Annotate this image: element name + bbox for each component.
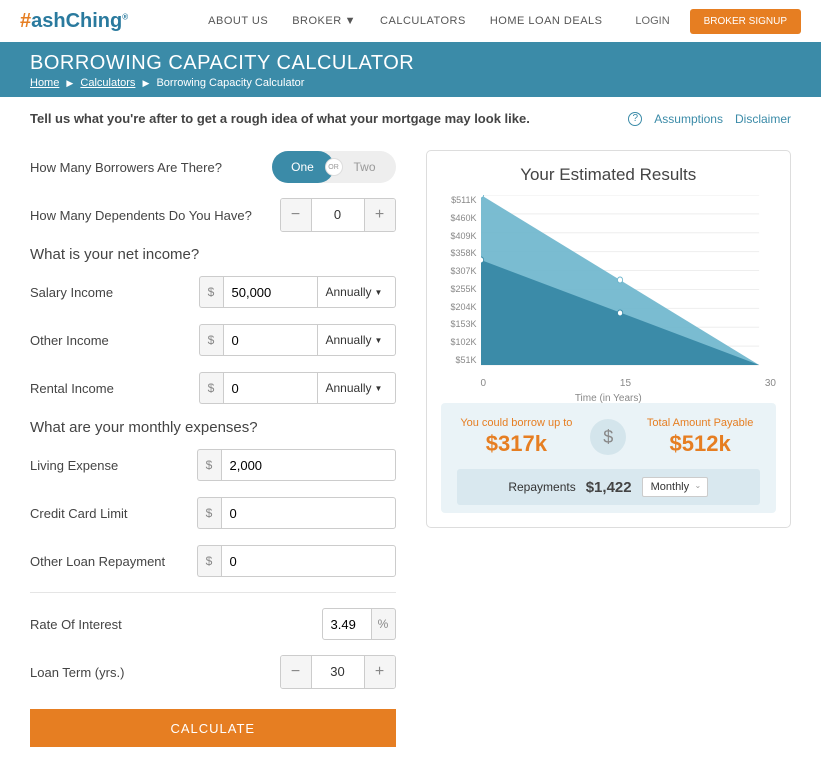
broker-signup-button[interactable]: BROKER SIGNUP <box>690 9 801 34</box>
chevron-down-icon: ▼ <box>345 15 356 27</box>
borrowers-toggle[interactable]: One OR Two <box>272 151 396 183</box>
plus-button[interactable]: + <box>365 656 395 688</box>
payable-value: $512k <box>640 431 760 457</box>
salary-freq-select[interactable]: Annually▼ <box>318 276 396 308</box>
dollar-icon: $ <box>199 324 223 356</box>
percent-icon: % <box>372 608 396 640</box>
minus-button[interactable]: − <box>281 199 311 231</box>
breadcrumb-calculators[interactable]: Calculators <box>80 77 135 89</box>
breadcrumb: Home ▶ Calculators ▶ Borrowing Capacity … <box>30 77 791 89</box>
living-label: Living Expense <box>30 458 118 473</box>
toggle-two[interactable]: Two <box>334 160 396 174</box>
dollar-icon: $ <box>199 276 223 308</box>
rental-input[interactable] <box>223 372 318 404</box>
other-loan-input[interactable] <box>221 545 396 577</box>
borrowers-label: How Many Borrowers Are There? <box>30 160 222 175</box>
dollar-icon: $ <box>199 372 223 404</box>
dependents-value: 0 <box>311 199 365 231</box>
x-axis-label: Time (in Years) <box>441 393 777 404</box>
minus-button[interactable]: − <box>281 656 311 688</box>
nav-calculators[interactable]: CALCULATORS <box>380 15 466 27</box>
payable-label: Total Amount Payable <box>640 417 760 429</box>
nav-about[interactable]: ABOUT US <box>208 15 268 27</box>
dollar-icon: $ <box>197 449 221 481</box>
plus-button[interactable]: + <box>365 199 395 231</box>
term-value: 30 <box>311 656 365 688</box>
repay-value: $1,422 <box>586 479 632 496</box>
living-input[interactable] <box>221 449 396 481</box>
breadcrumb-home[interactable]: Home <box>30 77 59 89</box>
rate-input[interactable] <box>322 608 372 640</box>
results-panel: Your Estimated Results $511K$460K$409K$3… <box>426 150 792 528</box>
nav-deals[interactable]: HOME LOAN DEALS <box>490 15 603 27</box>
dollar-circle-icon: $ <box>590 419 626 455</box>
cc-label: Credit Card Limit <box>30 506 128 521</box>
nav-broker[interactable]: BROKER▼ <box>292 15 356 27</box>
expenses-heading: What are your monthly expenses? <box>30 419 396 436</box>
results-chart: $511K$460K$409K$358K$307K$255K$204K$153K… <box>441 195 777 395</box>
other-income-input[interactable] <box>223 324 318 356</box>
breadcrumb-current: Borrowing Capacity Calculator <box>156 77 304 89</box>
rental-label: Rental Income <box>30 381 114 396</box>
other-income-freq-select[interactable]: Annually▼ <box>318 324 396 356</box>
income-heading: What is your net income? <box>30 246 396 263</box>
other-income-label: Other Income <box>30 333 109 348</box>
page-title: BORROWING CAPACITY CALCULATOR <box>30 52 791 75</box>
dollar-icon: $ <box>197 545 221 577</box>
dollar-icon: $ <box>197 497 221 529</box>
rate-label: Rate Of Interest <box>30 617 122 632</box>
intro-text: Tell us what you're after to get a rough… <box>30 111 530 126</box>
repay-freq-select[interactable]: Monthly ⌄ <box>642 477 709 497</box>
salary-label: Salary Income <box>30 285 113 300</box>
logo[interactable]: #ashChing® <box>20 10 128 33</box>
term-label: Loan Term (yrs.) <box>30 665 124 680</box>
help-icon[interactable]: ? <box>628 112 642 126</box>
borrow-label: You could borrow up to <box>457 417 577 429</box>
borrow-value: $317k <box>457 431 577 457</box>
salary-input[interactable] <box>223 276 318 308</box>
or-badge: OR <box>325 158 343 176</box>
login-link[interactable]: LOGIN <box>635 15 669 27</box>
dependents-label: How Many Dependents Do You Have? <box>30 208 252 223</box>
assumptions-link[interactable]: Assumptions <box>654 112 723 126</box>
calculate-button[interactable]: CALCULATE <box>30 709 396 747</box>
results-title: Your Estimated Results <box>441 165 777 185</box>
term-stepper[interactable]: − 30 + <box>280 655 396 689</box>
disclaimer-link[interactable]: Disclaimer <box>735 112 791 126</box>
cc-input[interactable] <box>221 497 396 529</box>
rental-freq-select[interactable]: Annually▼ <box>318 372 396 404</box>
other-loan-label: Other Loan Repayment <box>30 554 165 569</box>
dependents-stepper[interactable]: − 0 + <box>280 198 396 232</box>
repay-label: Repayments <box>508 480 575 494</box>
